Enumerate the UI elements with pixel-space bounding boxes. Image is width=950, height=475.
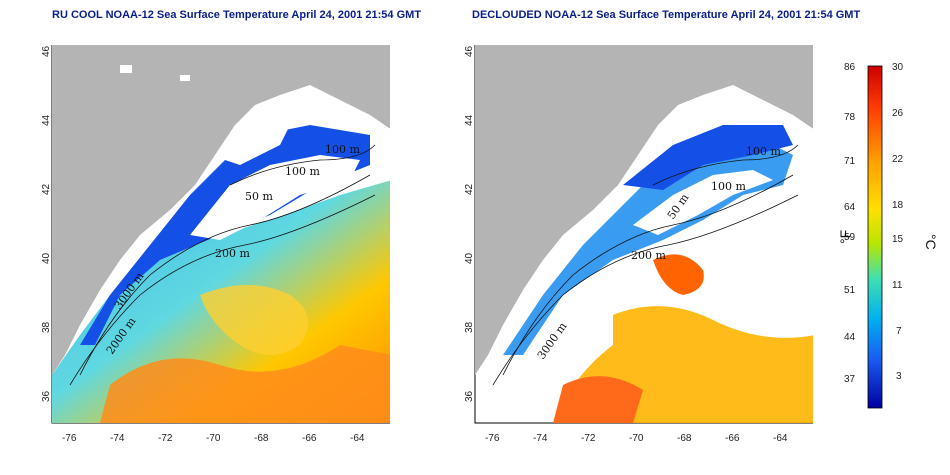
left-map-panel: 100 m 100 m 50 m 200 m 2000 m 3000 m 36 … [40,45,390,444]
celsius-label: °C [923,234,939,250]
lat-tick-label: 40 [41,252,52,264]
contour-label: 100 m [711,180,746,193]
lon-tick-label: -66 [302,433,317,444]
c-tick: 26 [892,108,904,119]
f-tick: 78 [844,112,856,123]
right-map-svg: 100 m 100 m 50 m 200 m 3000 m 36 38 40 4… [464,45,813,424]
lon-tick-label: -66 [725,433,740,444]
lon-tick-label: -72 [581,433,596,444]
cloud-patch [190,155,360,240]
lon-tick-label: -76 [485,433,500,444]
cold-shelf-water [623,125,793,190]
colorbar-svg: 86 78 71 64 59 51 44 37 30 26 22 18 15 1… [837,62,939,409]
contour-line [652,144,799,186]
contour-label: 100 m [285,165,320,178]
lon-tick-label: -64 [350,433,365,444]
lat-tick-label: 42 [41,183,52,195]
lon-tick-label: -72 [158,433,173,444]
c-tick: 18 [892,200,904,211]
lat-axis: 36 38 40 42 44 46 [464,45,475,402]
lon-axis: -76 -74 -72 -70 -68 -66 -64 [463,433,815,447]
contour-label: 100 m [746,145,781,158]
warm-water [553,376,643,423]
lon-tick-label: -68 [254,433,269,444]
f-tick: 64 [844,202,856,213]
eddy [200,285,308,355]
colorbar: 86 78 71 64 59 51 44 37 30 26 22 18 15 1… [837,58,948,418]
lon-tick-label: -68 [677,433,692,444]
celsius-ticks: 30 26 22 18 15 11 7 3 [892,62,904,382]
colorbar-scale [867,65,883,409]
right-map-panel: 100 m 100 m 50 m 200 m 3000 m 36 38 40 4… [463,45,813,444]
f-tick: 71 [844,156,856,167]
fahrenheit-label: °F [838,230,853,244]
c-tick: 7 [896,326,902,337]
contour-line [492,194,799,386]
left-map-title: RU COOL NOAA-12 Sea Surface Temperature … [52,9,422,21]
cloud-speck [120,65,132,73]
contour-label: 200 m [215,247,250,260]
lat-tick-label: 40 [464,252,475,264]
contour-label: 100 m [325,143,360,156]
contour-line [502,174,794,376]
land-area [475,45,813,375]
lon-tick-label: -76 [62,433,77,444]
lat-tick-label: 38 [41,321,52,333]
right-map-title: DECLOUDED NOAA-12 Sea Surface Temperatur… [472,9,861,21]
warm-water [100,345,390,423]
lon-tick-label: -64 [773,433,788,444]
f-tick: 86 [844,62,856,73]
lat-tick-label: 44 [41,114,52,126]
lat-tick-label: 46 [464,45,475,57]
contour-line [69,194,376,386]
lat-tick-label: 36 [41,390,52,402]
lon-tick-label: -74 [533,433,548,444]
left-map-svg: 100 m 100 m 50 m 200 m 2000 m 3000 m 36 … [41,45,390,424]
f-tick: 37 [844,374,856,385]
contour-label: 200 m [631,249,666,262]
lon-tick-label: -70 [206,433,221,444]
c-tick: 3 [896,371,902,382]
fahrenheit-ticks: 86 78 71 64 59 51 44 37 [844,62,856,385]
lat-axis: 36 38 40 42 44 46 [41,45,52,402]
c-tick: 30 [892,62,904,73]
lat-tick-label: 36 [464,390,475,402]
contour-line [229,144,376,186]
lon-axis: -76 -74 -72 -70 -68 -66 -64 [40,433,392,447]
f-tick: 44 [844,332,856,343]
c-tick: 22 [892,154,904,165]
warm-eddy [653,254,704,295]
lat-tick-label: 46 [41,45,52,57]
land-area [52,45,390,375]
lat-tick-label: 42 [464,183,475,195]
lon-tick-label: -70 [629,433,644,444]
c-tick: 15 [892,234,904,245]
contour-label: 50 m [245,190,273,203]
cleared-area [633,170,773,235]
contour-line [79,174,371,376]
lat-tick-label: 38 [464,321,475,333]
lon-tick-label: -74 [110,433,125,444]
lat-tick-label: 44 [464,114,475,126]
c-tick: 11 [892,280,903,291]
cloud-speck [180,75,190,81]
cloud-patch [210,125,290,165]
f-tick: 59 [844,232,856,243]
f-tick: 51 [844,285,856,296]
